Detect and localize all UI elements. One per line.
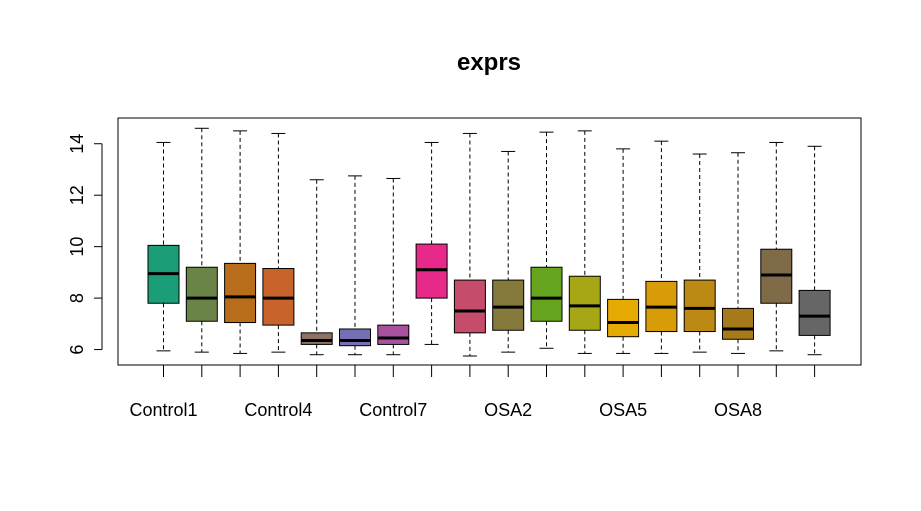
box-body	[492, 279, 525, 331]
box-8	[415, 141, 448, 345]
box-body	[530, 266, 563, 322]
box-4	[262, 132, 295, 353]
y-tick-label: 8	[67, 293, 87, 303]
box-14	[645, 140, 678, 354]
box-5	[300, 179, 333, 356]
box-body	[339, 328, 371, 347]
box-11	[530, 131, 563, 349]
x-category-label: OSA5	[599, 400, 647, 420]
x-category-label: OSA2	[484, 400, 532, 420]
box-17	[760, 141, 793, 352]
chart-title: exprs	[457, 49, 521, 76]
box-group	[147, 127, 831, 357]
x-axis-labels: Control1 Control4 Control7 OSA2 OSA5 OSA8	[129, 365, 816, 420]
box-15	[683, 153, 716, 353]
box-body	[798, 289, 831, 336]
box-7	[377, 177, 410, 356]
y-tick-label: 14	[67, 134, 87, 154]
box-6	[339, 175, 371, 356]
box-body	[607, 298, 640, 338]
x-category-label: Control1	[129, 400, 197, 420]
box-12	[568, 130, 601, 354]
plot-frame	[117, 117, 862, 366]
box-13	[607, 148, 640, 354]
box-body	[568, 275, 601, 331]
box-18	[798, 145, 831, 356]
box-1	[147, 141, 180, 352]
x-category-label: Control7	[359, 400, 427, 420]
y-tick-label: 6	[67, 345, 87, 355]
y-tick-label: 10	[67, 237, 87, 257]
box-body	[185, 266, 218, 322]
x-category-label: OSA8	[714, 400, 762, 420]
box-10	[492, 150, 525, 353]
box-body	[377, 324, 410, 345]
box-body	[224, 262, 257, 324]
box-3	[224, 130, 257, 354]
box-2	[185, 127, 218, 353]
box-body	[683, 279, 716, 333]
box-16	[722, 152, 754, 354]
box-9	[453, 132, 486, 357]
y-axis: 6 8 10 12 14	[67, 134, 103, 355]
box-body	[300, 332, 333, 345]
y-tick-label: 12	[67, 185, 87, 205]
box-body	[722, 307, 754, 340]
box-body	[453, 279, 486, 334]
x-category-label: Control4	[244, 400, 312, 420]
